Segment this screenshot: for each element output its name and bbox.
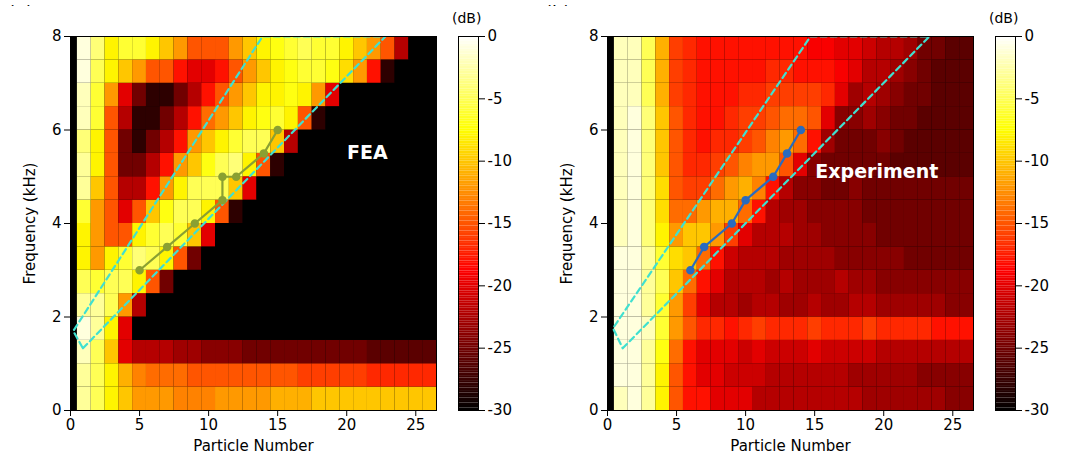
svg-text:10: 10 <box>199 416 218 434</box>
svg-text:0: 0 <box>52 401 62 419</box>
svg-text:-30: -30 <box>1025 401 1050 419</box>
svg-text:-20: -20 <box>488 277 513 295</box>
svg-text:6: 6 <box>52 121 62 139</box>
svg-text:-25: -25 <box>1025 339 1050 357</box>
svg-text:FEA: FEA <box>347 141 388 163</box>
html-text:(dB): (dB) <box>989 10 1019 26</box>
svg-text:-15: -15 <box>488 214 513 232</box>
svg-text:-15: -15 <box>1025 214 1050 232</box>
svg-text:-10: -10 <box>488 152 513 170</box>
svg-text:Experiment: Experiment <box>815 160 938 182</box>
svg-text:20: 20 <box>337 416 356 434</box>
svg-text:Particle Number: Particle Number <box>730 437 851 455</box>
svg-text:4: 4 <box>52 214 62 232</box>
svg-text:10: 10 <box>736 416 755 434</box>
svg-text:Particle Number: Particle Number <box>193 437 314 455</box>
svg-text:0: 0 <box>1025 27 1035 45</box>
svg-text:0: 0 <box>589 401 599 419</box>
svg-text:4: 4 <box>589 214 599 232</box>
html-text:(b): (b) <box>545 2 571 23</box>
svg-text:25: 25 <box>943 416 962 434</box>
svg-text:-5: -5 <box>488 90 503 108</box>
svg-text:2: 2 <box>589 308 599 326</box>
svg-text:-25: -25 <box>488 339 513 357</box>
svg-text:-10: -10 <box>1025 152 1050 170</box>
svg-text:20: 20 <box>874 416 893 434</box>
svg-text:-30: -30 <box>488 401 513 419</box>
svg-text:5: 5 <box>672 416 682 434</box>
svg-text:Frequency (kHz): Frequency (kHz) <box>558 163 576 285</box>
svg-text:0: 0 <box>488 27 498 45</box>
html-text:(dB): (dB) <box>452 10 482 26</box>
svg-text:6: 6 <box>589 121 599 139</box>
svg-text:8: 8 <box>589 27 599 45</box>
svg-text:2: 2 <box>52 308 62 326</box>
svg-text:15: 15 <box>805 416 824 434</box>
svg-text:0: 0 <box>66 416 76 434</box>
svg-text:-20: -20 <box>1025 277 1050 295</box>
svg-text:15: 15 <box>268 416 287 434</box>
svg-text:0: 0 <box>603 416 613 434</box>
svg-text:8: 8 <box>52 27 62 45</box>
svg-text:-5: -5 <box>1025 90 1040 108</box>
svg-text:Frequency (kHz): Frequency (kHz) <box>21 163 39 285</box>
svg-text:25: 25 <box>406 416 425 434</box>
svg-text:5: 5 <box>135 416 145 434</box>
html-text:(a): (a) <box>8 2 34 23</box>
